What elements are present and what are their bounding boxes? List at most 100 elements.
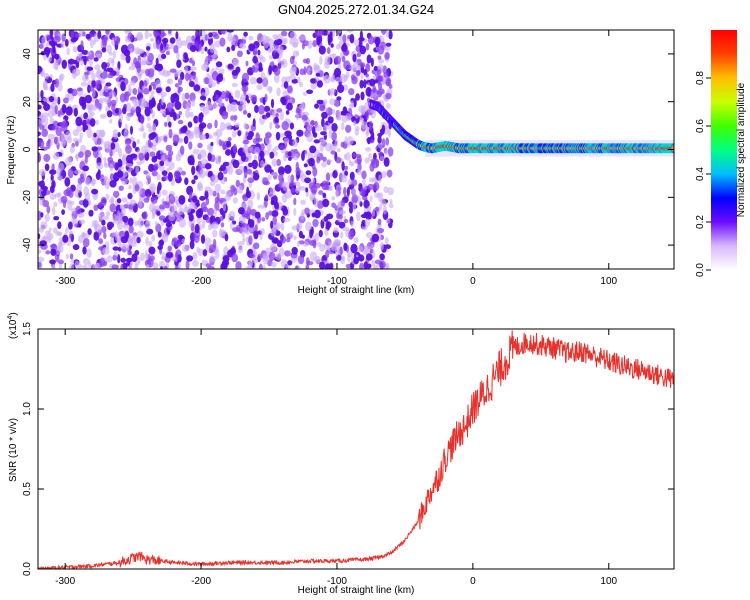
noise-speck (319, 261, 325, 269)
noise-speck (363, 79, 367, 89)
noise-speck (271, 111, 276, 118)
noise-speck (287, 151, 292, 157)
noise-speck (49, 259, 56, 265)
noise-speck (125, 54, 131, 64)
noise-speck (106, 67, 114, 73)
noise-speck (362, 178, 366, 184)
noise-speck (289, 122, 295, 130)
noise-speck (195, 30, 199, 35)
noise-speck (89, 118, 96, 127)
noise-speck (136, 139, 140, 145)
noise-speck (75, 205, 82, 215)
noise-speck (38, 227, 44, 233)
noise-speck (277, 57, 281, 64)
noise-speck (71, 69, 77, 79)
noise-speck (265, 132, 272, 139)
noise-speck (386, 169, 393, 178)
noise-speck (268, 251, 276, 261)
noise-speck (231, 130, 237, 138)
noise-speck (295, 187, 300, 194)
noise-speck (123, 49, 131, 57)
noise-speck (258, 105, 265, 115)
noise-speck (154, 221, 158, 227)
noise-speck (226, 165, 231, 172)
noise-speck (301, 151, 305, 161)
noise-speck (379, 155, 385, 161)
noise-speck (329, 143, 337, 151)
noise-speck (173, 170, 181, 180)
noise-speck (348, 88, 355, 96)
noise-speck (58, 263, 63, 269)
noise-speck (280, 259, 288, 268)
noise-speck (168, 128, 173, 139)
noise-speck (296, 106, 300, 115)
noise-speck (232, 58, 240, 65)
noise-speck (262, 79, 268, 88)
noise-speck (118, 113, 123, 123)
noise-speck (192, 148, 200, 155)
noise-speck (293, 148, 298, 153)
noise-speck (239, 42, 245, 48)
noise-speck (305, 257, 310, 266)
noise-speck (193, 126, 200, 135)
noise-speck (306, 133, 314, 143)
noise-speck (151, 97, 156, 106)
noise-speck (96, 162, 104, 170)
noise-speck (123, 129, 129, 139)
noise-speck (150, 90, 155, 96)
noise-speck (126, 258, 131, 267)
noise-speck (44, 116, 49, 126)
noise-speck (262, 255, 269, 265)
noise-speck (91, 146, 98, 152)
noise-speck (103, 232, 107, 239)
noise-speck (248, 130, 254, 138)
noise-speck (305, 57, 311, 65)
noise-speck (323, 99, 328, 105)
noise-speck (328, 241, 332, 247)
noise-speck (324, 185, 330, 191)
x-tick-label: -100 (327, 576, 347, 587)
noise-speck (348, 201, 354, 208)
noise-speck (343, 219, 349, 224)
noise-speck (62, 234, 69, 243)
noise-speck (75, 153, 79, 162)
noise-speck (227, 137, 232, 142)
noise-speck (86, 128, 93, 139)
noise-speck (122, 262, 128, 269)
noise-speck (113, 142, 120, 153)
noise-speck (178, 86, 183, 93)
noise-speck (160, 42, 164, 51)
noise-speck (243, 31, 248, 37)
noise-speck (247, 99, 250, 104)
noise-speck (371, 159, 379, 169)
noise-speck (51, 41, 58, 46)
noise-speck (48, 227, 52, 233)
noise-speck (215, 155, 222, 165)
noise-speck (136, 230, 144, 239)
noise-speck (77, 53, 83, 58)
y-tick-label: -40 (22, 237, 33, 252)
noise-speck (87, 106, 92, 114)
noise-speck (222, 201, 226, 212)
noise-speck (364, 157, 370, 164)
noise-speck (297, 76, 301, 84)
noise-speck (39, 42, 45, 49)
noise-speck (271, 158, 278, 167)
noise-speck (231, 82, 238, 88)
noise-speck (104, 95, 112, 104)
noise-speck (155, 79, 162, 88)
noise-speck (113, 190, 120, 198)
noise-speck (253, 242, 260, 250)
noise-speck (295, 167, 301, 176)
snr-y-ticks: 0.0 0.5 1.0 1.5 (22, 322, 674, 576)
noise-speck (242, 139, 250, 145)
noise-speck (63, 97, 69, 104)
noise-speck (221, 259, 230, 267)
noise-speck (184, 92, 190, 100)
noise-speck (119, 93, 126, 103)
noise-speck (224, 93, 229, 102)
noise-speck (199, 122, 207, 129)
noise-speck (376, 90, 382, 98)
noise-speck (61, 209, 65, 216)
noise-speck (302, 91, 308, 97)
